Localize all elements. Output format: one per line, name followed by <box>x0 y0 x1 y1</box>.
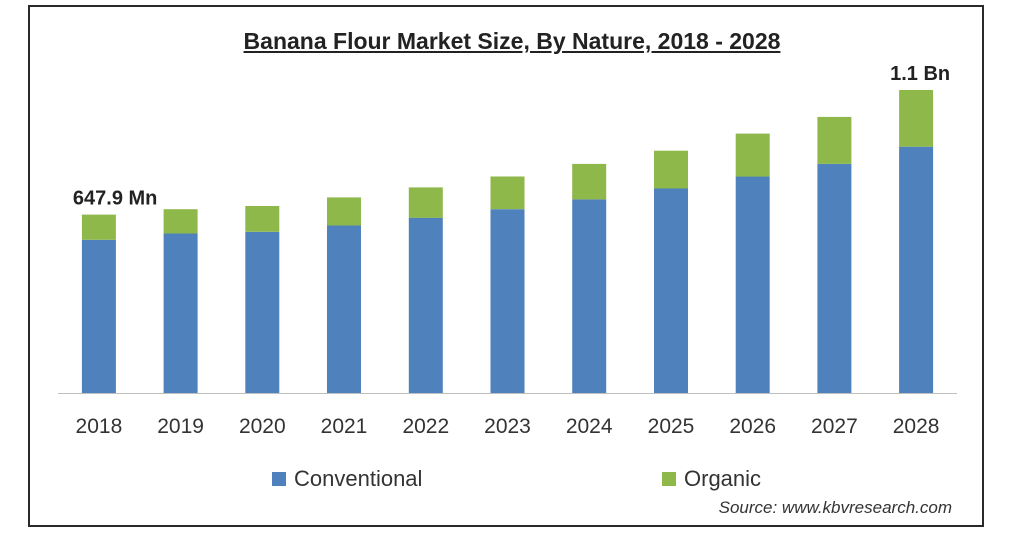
x-tick-label-2022: 2022 <box>402 415 449 438</box>
x-tick-label-2024: 2024 <box>566 415 613 438</box>
bar-organic-2018 <box>81 214 116 240</box>
legend-swatch-organic <box>662 472 676 486</box>
x-tick-label-2028: 2028 <box>893 415 940 438</box>
bar-conventional-2027 <box>817 163 852 393</box>
bar-conventional-2025 <box>654 188 688 393</box>
bar-conventional-2020 <box>245 231 280 393</box>
bar-organic-2028 <box>899 90 934 147</box>
x-tick-label-2025: 2025 <box>648 415 695 438</box>
bar-organic-2023 <box>490 176 525 210</box>
source-note: Source: www.kbvresearch.com <box>718 498 952 517</box>
bar-organic-2021 <box>327 197 361 226</box>
bar-organic-2024 <box>572 163 607 200</box>
x-tick-label-2021: 2021 <box>321 415 368 438</box>
bar-organic-2026 <box>735 133 770 177</box>
bar-conventional-2018 <box>81 239 116 393</box>
x-tick-label-2020: 2020 <box>239 415 286 438</box>
chart-title: Banana Flour Market Size, By Nature, 201… <box>243 28 781 54</box>
data-label-2028: 1.1 Bn <box>890 63 950 85</box>
data-label-2018: 647.9 Mn <box>73 188 157 210</box>
x-tick-label-2023: 2023 <box>484 415 531 438</box>
bar-conventional-2026 <box>735 176 770 393</box>
bar-conventional-2021 <box>327 225 361 393</box>
bar-organic-2022 <box>408 187 443 218</box>
legend-item-conventional: Conventional <box>272 466 422 492</box>
x-tick-label-2018: 2018 <box>76 415 123 438</box>
legend-swatch-conventional <box>272 472 286 486</box>
legend-label-organic: Organic <box>684 466 762 491</box>
bar-conventional-2028 <box>899 146 934 393</box>
bar-conventional-2023 <box>490 209 525 393</box>
legend-label-conventional: Conventional <box>294 466 423 491</box>
x-tick-label-2027: 2027 <box>811 415 858 438</box>
bar-organic-2020 <box>245 206 280 232</box>
bar-organic-2025 <box>654 150 688 189</box>
x-tick-label-2026: 2026 <box>729 415 776 438</box>
legend-item-organic: Organic <box>662 466 761 492</box>
bar-organic-2019 <box>163 209 198 234</box>
bar-organic-2027 <box>817 116 852 164</box>
bar-conventional-2022 <box>408 217 443 393</box>
x-tick-label-2019: 2019 <box>157 415 204 438</box>
bar-conventional-2019 <box>163 233 198 393</box>
bar-conventional-2024 <box>572 199 607 393</box>
